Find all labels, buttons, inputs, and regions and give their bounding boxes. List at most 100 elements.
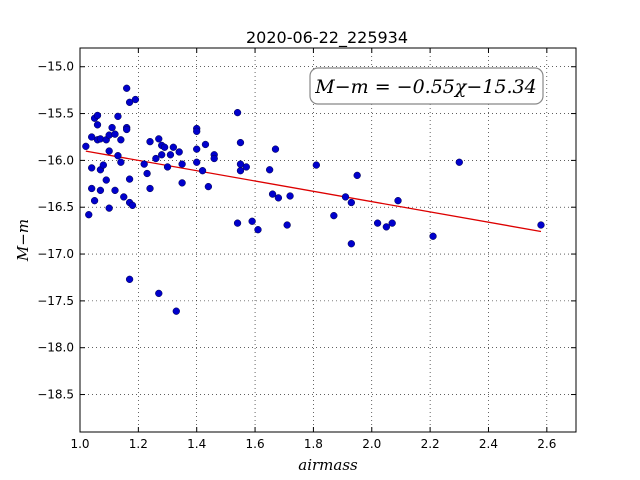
data-point — [143, 169, 151, 178]
data-point — [236, 167, 245, 175]
data-point — [131, 95, 140, 104]
data-point — [140, 160, 148, 168]
data-point — [125, 175, 134, 183]
data-point — [178, 160, 186, 168]
data-point — [93, 121, 102, 129]
data-point — [82, 142, 90, 150]
data-point — [108, 123, 116, 132]
fit-equation: M−m = −0.55χ−15.34 — [314, 76, 536, 98]
data-point — [347, 240, 355, 248]
data-point — [105, 147, 113, 155]
data-point — [128, 201, 137, 209]
data-point — [120, 193, 128, 201]
data-point — [114, 152, 122, 160]
data-point — [152, 154, 160, 163]
y-tick-label: −15.0 — [37, 60, 74, 74]
data-point — [125, 98, 134, 106]
data-point — [88, 184, 96, 193]
data-point — [85, 211, 93, 219]
x-tick-label: 1.4 — [187, 437, 206, 451]
data-point — [102, 176, 110, 184]
data-point — [155, 135, 163, 143]
x-tick-label: 2.0 — [362, 437, 381, 451]
data-point — [90, 197, 99, 205]
x-tick-label: 1.8 — [304, 437, 323, 451]
data-point — [265, 166, 274, 174]
data-point — [146, 138, 154, 146]
data-point — [233, 108, 242, 117]
data-point — [111, 130, 119, 138]
data-point — [373, 219, 382, 227]
y-tick-label: −18.0 — [37, 341, 74, 355]
data-point — [198, 167, 207, 175]
chart-title: 2020-06-22_225934 — [246, 28, 408, 48]
data-point — [158, 151, 166, 159]
fit-annotation: M−m = −0.55χ−15.34 — [309, 67, 544, 105]
data-point — [242, 163, 250, 171]
data-point — [394, 197, 402, 205]
data-point — [117, 136, 125, 144]
data-point — [388, 219, 396, 227]
data-point — [163, 163, 172, 171]
data-point — [193, 127, 201, 136]
data-point — [88, 164, 96, 172]
data-point — [248, 217, 256, 225]
data-point — [286, 192, 294, 200]
y-tick-label: −16.5 — [37, 200, 74, 214]
y-tick-label: −18.5 — [37, 388, 74, 402]
data-point — [88, 133, 96, 141]
x-tick-label: 2.6 — [537, 437, 556, 451]
data-point — [236, 138, 245, 147]
data-point — [312, 161, 320, 169]
data-point — [283, 221, 291, 229]
data-point — [175, 148, 183, 156]
fit-line — [85, 150, 542, 233]
data-point — [99, 161, 107, 169]
data-point — [111, 186, 119, 195]
data-point — [210, 154, 218, 163]
data-point — [96, 186, 105, 195]
data-point — [155, 289, 163, 298]
axis-ticks — [79, 48, 576, 432]
y-axis-label: M−m — [14, 219, 32, 262]
data-point — [125, 275, 134, 283]
data-point — [178, 179, 186, 187]
data-point — [193, 145, 201, 153]
x-tick-label: 2.2 — [421, 437, 440, 451]
data-point — [105, 204, 113, 212]
data-point — [382, 223, 391, 231]
data-point — [93, 111, 102, 120]
y-tick-label: −17.5 — [37, 294, 74, 308]
data-point — [160, 143, 169, 151]
plot-frame — [79, 47, 577, 433]
data-point — [117, 158, 125, 166]
fit-line-group — [85, 150, 542, 233]
annotation-box — [309, 67, 544, 105]
data-point — [204, 182, 213, 191]
data-point — [347, 198, 355, 207]
data-point — [353, 171, 361, 180]
data-point — [233, 219, 242, 227]
data-point — [114, 112, 122, 121]
data-point — [201, 140, 210, 149]
data-point — [537, 221, 545, 229]
y-tick-label: −16.0 — [37, 153, 74, 167]
x-tick-label: 1.6 — [246, 437, 265, 451]
data-point — [123, 84, 131, 92]
data-point — [169, 143, 178, 151]
data-point — [166, 151, 175, 159]
data-point — [254, 226, 262, 234]
x-tick-label: 1.0 — [70, 437, 89, 451]
data-point — [123, 125, 131, 134]
grid-lines — [79, 48, 576, 432]
data-point — [271, 145, 280, 153]
tick-labels: 1.0 1.2 1.4 1.6 1.8 2.0 2.2 2.4 2.6 −15.0 −15.5 −16… — [37, 60, 556, 451]
x-axis-label: airmass — [298, 456, 358, 474]
data-points — [82, 84, 545, 315]
data-point — [274, 194, 283, 202]
data-point — [455, 158, 463, 166]
data-point — [146, 184, 154, 193]
data-point — [172, 307, 180, 315]
data-point — [330, 211, 338, 220]
